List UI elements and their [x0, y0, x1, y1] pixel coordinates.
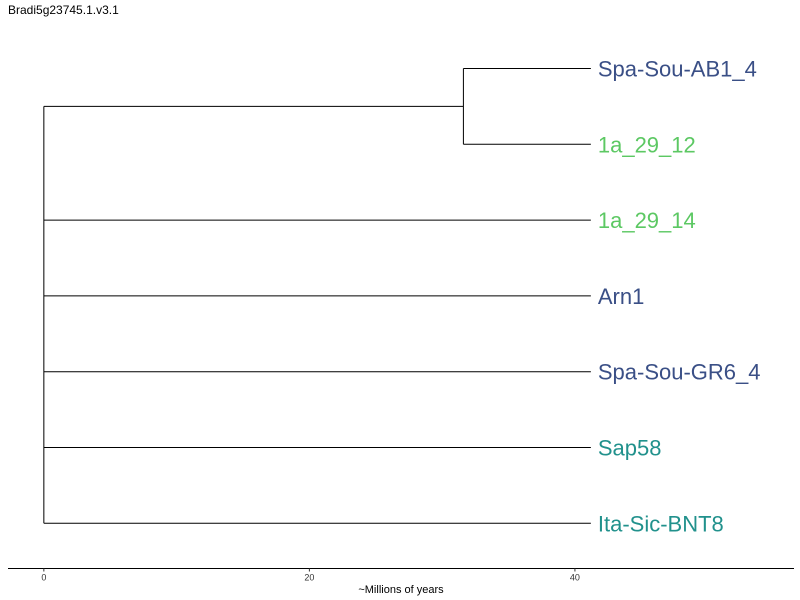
page-title: Bradi5g23745.1.v3.1	[8, 3, 119, 17]
tip-label: 1a_29_14	[598, 208, 696, 233]
tip-label: Spa-Sou-AB1_4	[598, 57, 757, 82]
tip-label: Arn1	[598, 284, 644, 309]
tip-label: 1a_29_12	[598, 132, 696, 157]
x-axis-title: ~Millions of years	[358, 584, 444, 596]
x-tick-label: 40	[570, 573, 580, 583]
tip-label: Ita-Sic-BNT8	[598, 511, 724, 536]
x-tick-label: 0	[41, 573, 46, 583]
tip-label: Sap58	[598, 436, 662, 461]
tip-label: Spa-Sou-GR6_4	[598, 360, 761, 385]
x-tick-label: 20	[304, 573, 314, 583]
